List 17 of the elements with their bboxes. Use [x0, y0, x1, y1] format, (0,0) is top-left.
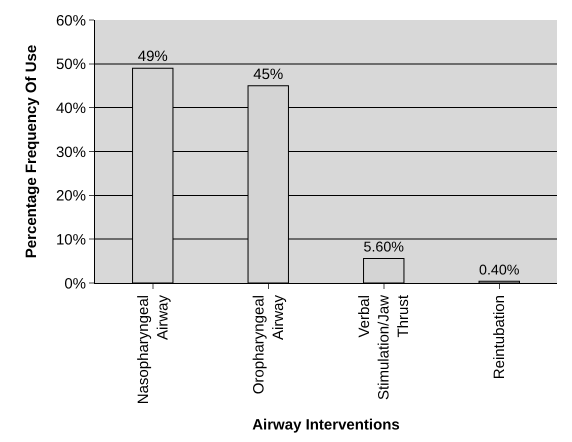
y-tick-label: 20%: [56, 188, 86, 205]
data-label: 45%: [253, 66, 284, 83]
data-label: 5.60%: [364, 240, 404, 256]
y-tick-label: 60%: [56, 12, 86, 30]
x-tick-label: Oropharyngeal Airway: [250, 294, 287, 394]
data-label: 0.40%: [479, 262, 520, 278]
x-tick-label: Nasopharyngeal Airway: [134, 294, 172, 404]
y-tick-label: 50%: [56, 56, 86, 74]
x-axis-title: Airway Interventions: [252, 416, 400, 434]
y-tick-label: 0%: [64, 275, 86, 292]
x-tick-label: Reintubation: [491, 295, 508, 380]
y-tick-label: 40%: [56, 100, 86, 117]
data-label: 49%: [138, 48, 168, 66]
y-tick-label: 10%: [56, 231, 86, 248]
y-axis-title: Percentage Frequency Of Use: [23, 44, 40, 258]
y-tick-label: 30%: [56, 144, 86, 161]
x-tick-label: Verbal Stimulation/Jaw Thrust: [356, 294, 412, 400]
